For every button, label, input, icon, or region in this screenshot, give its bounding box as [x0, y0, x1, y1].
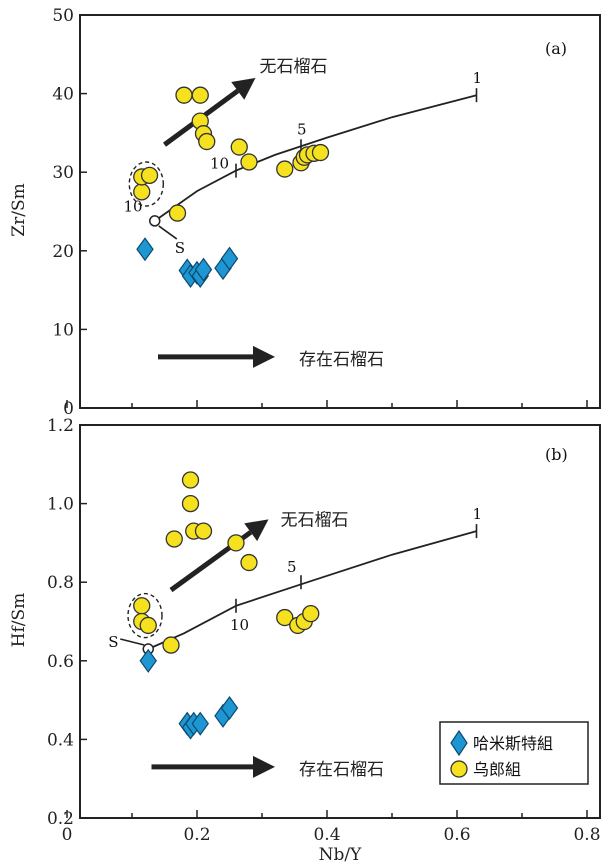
trend-tick-label: 1	[473, 69, 483, 87]
annotation-arrow-head	[253, 345, 275, 368]
y-tick-label: 40	[52, 85, 74, 105]
data-point-circle	[181, 471, 200, 489]
x-tick-label: 0.4	[313, 825, 340, 845]
legend-label-hamisite: 哈米斯特組	[473, 734, 553, 753]
data-point-circle	[140, 166, 159, 184]
trend-tick-label: 10	[124, 198, 143, 216]
panel-a-label: (a)	[545, 39, 567, 58]
trend-curve	[154, 94, 477, 222]
cluster-ellipse	[127, 592, 163, 639]
data-point-circle	[227, 534, 245, 552]
y-axis-label-a: Zr/Sm	[9, 183, 29, 236]
x-axis-label: Nb/Y	[319, 845, 362, 865]
y-tick-label: 20	[52, 242, 74, 262]
data-point-circle	[276, 608, 294, 627]
panel-a-frame	[79, 14, 601, 409]
trend-tick-label: 10	[210, 155, 229, 173]
panel-b-label: (b)	[545, 445, 568, 464]
data-point-circle	[168, 204, 187, 222]
data-point-diamond	[136, 237, 154, 262]
data-point-circle	[162, 636, 180, 654]
x-tick-label: 0.6	[443, 825, 470, 845]
panel-b: 0.20.40.60.81.01.20 0.2 0.4 0.6 0.8S1510无石榴石…	[47, 416, 601, 845]
trend-tick-label: 1	[473, 505, 483, 523]
annotation-label: 无石榴石	[260, 57, 328, 77]
legend-diamond-marker	[450, 729, 468, 757]
data-point-circle	[240, 153, 258, 171]
data-point-circle	[165, 530, 183, 548]
data-point-circle	[175, 86, 193, 104]
legend: 哈米斯特組 乌郎組	[439, 721, 589, 785]
legend-label-wulang: 乌郎組	[473, 760, 521, 779]
x-tick-label: 0.2	[183, 825, 210, 845]
annotation-arrow-head	[253, 755, 275, 778]
annotation-label: 存在石榴石	[299, 760, 384, 780]
trend-tick-label: 5	[297, 120, 307, 138]
data-point-circle	[133, 183, 151, 201]
data-point-diamond	[191, 711, 209, 736]
data-point-circle	[133, 597, 151, 615]
x-tick-label: 0.8	[573, 825, 600, 845]
data-point-circle	[311, 143, 330, 162]
data-point-circle	[240, 553, 258, 572]
y-tick-label: 0.8	[47, 573, 74, 593]
data-point-circle	[276, 160, 294, 178]
trend-start-label: S	[175, 239, 185, 257]
trend-tick-label: 5	[287, 558, 297, 576]
annotation-label: 无石榴石	[281, 510, 349, 530]
annotation-arrow-head	[244, 519, 269, 542]
y-tick-label: 10	[52, 320, 74, 340]
cluster-ellipse	[128, 161, 165, 207]
data-point-diamond	[220, 695, 239, 720]
y-tick-label: 0.4	[47, 730, 74, 750]
trend-tick-label: 10	[230, 616, 249, 634]
panel-b-frame	[79, 424, 601, 819]
y-axis-label-b: Hf/Sm	[9, 593, 29, 648]
data-point-circle	[181, 494, 200, 513]
annotation-arrow-head	[231, 77, 256, 100]
trend-start-marker	[149, 215, 161, 227]
legend-circle-marker	[450, 760, 468, 778]
y-tick-label: 30	[52, 163, 74, 183]
data-point-circle	[198, 132, 216, 151]
trend-curve	[147, 530, 477, 650]
y-tick-label: 0	[63, 399, 74, 419]
trend-start-pointer	[120, 638, 145, 646]
data-point-circle	[191, 86, 209, 104]
data-point-diamond	[194, 257, 213, 282]
trend-start-label: S	[108, 633, 118, 651]
trend-start-pointer	[158, 225, 178, 240]
data-point-circle	[194, 522, 213, 540]
x-tick-label: 0	[62, 825, 73, 845]
data-point-circle	[230, 138, 248, 156]
y-tick-label: 1.2	[47, 416, 74, 436]
y-tick-label: 0.6	[47, 652, 74, 672]
y-tick-label: 1.0	[47, 495, 74, 515]
data-point-circle	[302, 604, 320, 623]
data-point-diamond	[220, 246, 239, 271]
data-point-circle	[139, 616, 157, 635]
data-point-diamond	[139, 648, 157, 673]
y-tick-label: 50	[52, 6, 74, 26]
annotation-label: 存在石榴石	[299, 350, 384, 370]
